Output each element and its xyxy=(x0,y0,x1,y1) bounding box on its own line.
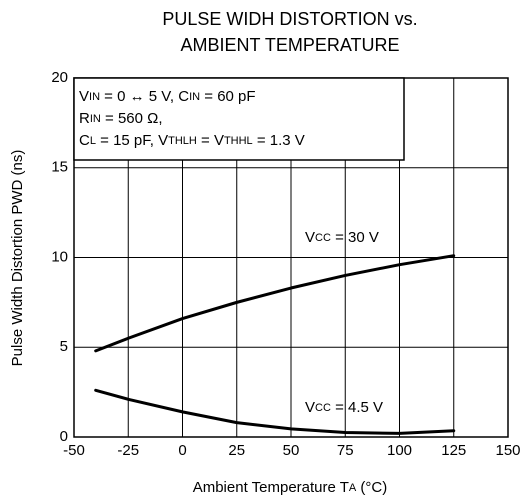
annotation-line: VIN = 0 ↔ 5 V, CIN = 60 pF xyxy=(79,88,256,105)
x-axis-label: Ambient Temperature TA (°C) xyxy=(193,479,388,496)
annotation-line-part: C xyxy=(79,132,90,149)
series-line xyxy=(94,254,456,353)
x-axis-label-part: A xyxy=(349,482,357,494)
x-tick-label: -50 xyxy=(63,442,85,459)
series-label-part: CC xyxy=(315,232,331,244)
series-label-part: V xyxy=(305,229,315,246)
chart-title: AMBIENT TEMPERATURE xyxy=(180,35,399,55)
annotation-line-part: IN xyxy=(89,91,100,103)
annotation-line-part: = 60 pF xyxy=(200,88,255,105)
x-tick-label: 125 xyxy=(441,442,466,459)
series-label: VCC = 30 V xyxy=(305,229,379,246)
annotation-line: CL = 15 pF, VTHLH = VTHHL = 1.3 V xyxy=(79,132,305,149)
annotation-line-part: THHL xyxy=(224,135,253,147)
annotation-box xyxy=(73,77,405,161)
annotation-line-part: V xyxy=(79,88,89,105)
series-label: VCC = 4.5 V xyxy=(305,399,383,416)
series-label-part: CC xyxy=(315,402,331,414)
annotation-line-part: = 15 pF, V xyxy=(96,132,168,149)
x-tick-label: 100 xyxy=(387,442,412,459)
x-axis-label-part: (°C) xyxy=(356,479,387,496)
series-line xyxy=(94,388,456,435)
annotation-line: RIN = 560 Ω, xyxy=(79,110,163,127)
annotation-line-part: L xyxy=(90,135,96,147)
series-label-part: = 4.5 V xyxy=(331,399,383,416)
x-axis-label-part: Ambient Temperature T xyxy=(193,479,349,496)
chart-title: PULSE WIDH DISTORTION vs. xyxy=(162,9,417,29)
y-axis-label: Pulse Width Distortion PWD (ns) xyxy=(9,150,26,367)
annotation-line-part: = 560 Ω, xyxy=(101,110,163,127)
x-tick-label: 0 xyxy=(178,442,186,459)
x-tick-label: 150 xyxy=(495,442,520,459)
y-tick-label: 0 xyxy=(60,428,68,445)
annotation-line-part: = V xyxy=(197,132,224,149)
annotation-line-part: = 1.3 V xyxy=(253,132,305,149)
y-tick-label: 15 xyxy=(51,159,68,176)
y-tick-label: 20 xyxy=(51,69,68,86)
annotation-line-part: THLH xyxy=(168,135,197,147)
series-label-part: V xyxy=(305,399,315,416)
annotation-line-part: IN xyxy=(189,91,200,103)
x-tick-label: 50 xyxy=(283,442,300,459)
series-label-part: = 30 V xyxy=(331,229,379,246)
x-tick-label: 25 xyxy=(228,442,245,459)
annotation-line-part: IN xyxy=(90,113,101,125)
annotation-line-part: R xyxy=(79,110,90,127)
x-tick-label: 75 xyxy=(337,442,354,459)
y-tick-label: 5 xyxy=(60,338,68,355)
y-tick-label: 10 xyxy=(51,248,68,265)
annotation-line-part: = 0 ↔ 5 V, C xyxy=(100,88,189,105)
x-tick-label: -25 xyxy=(117,442,139,459)
